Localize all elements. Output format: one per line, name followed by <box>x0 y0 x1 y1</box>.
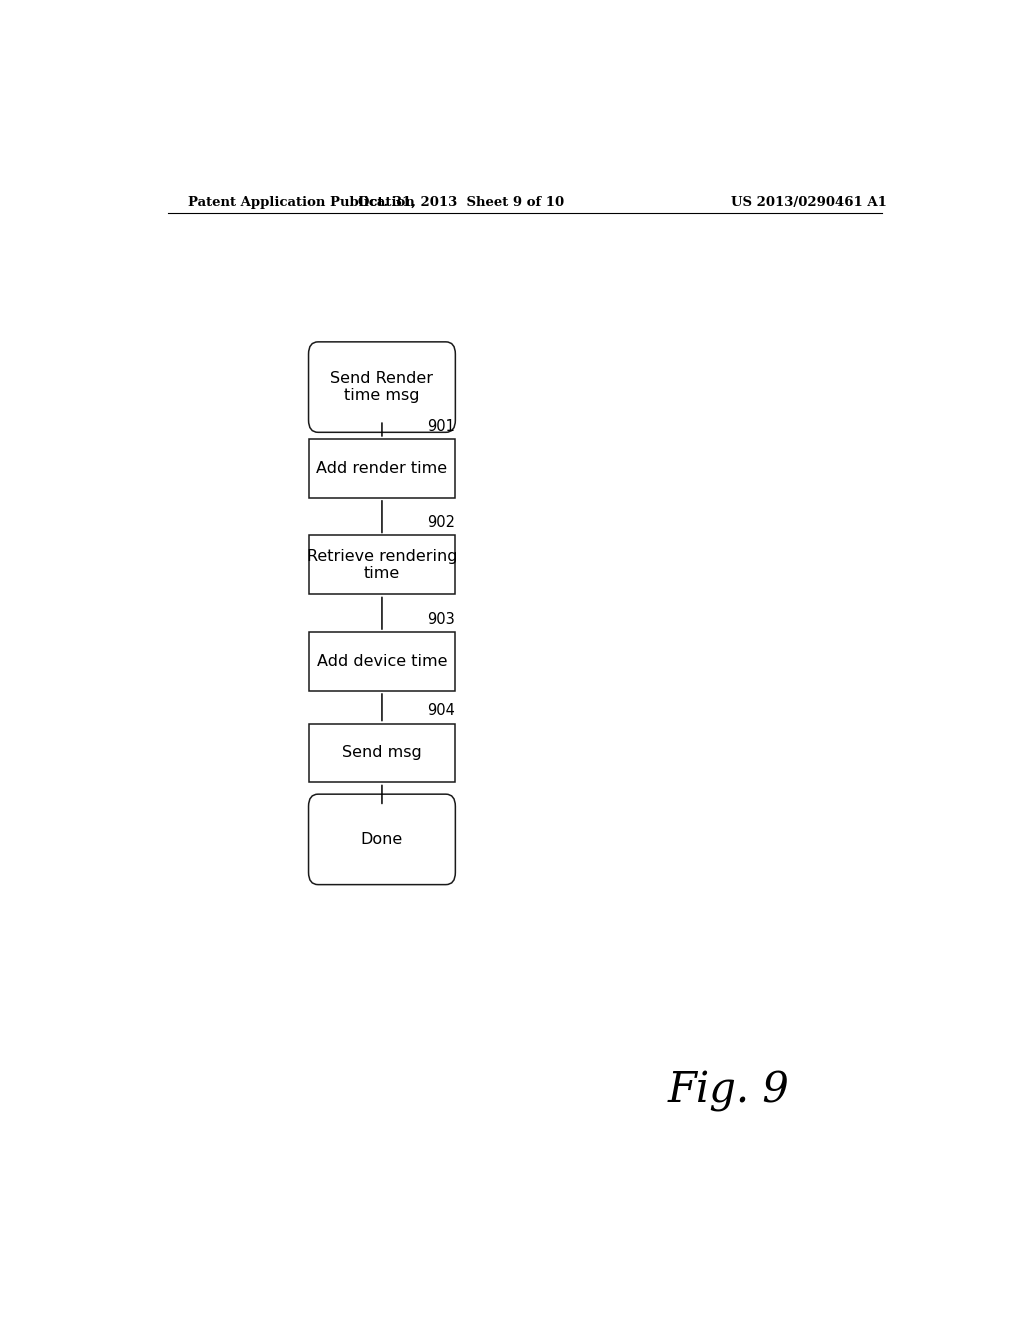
FancyBboxPatch shape <box>308 536 456 594</box>
Text: Patent Application Publication: Patent Application Publication <box>187 195 415 209</box>
Text: Add render time: Add render time <box>316 461 447 477</box>
Text: Done: Done <box>360 832 403 847</box>
FancyBboxPatch shape <box>308 795 456 884</box>
FancyBboxPatch shape <box>308 440 456 498</box>
Text: Fig. 9: Fig. 9 <box>668 1071 790 1113</box>
Text: 903: 903 <box>428 612 456 627</box>
FancyBboxPatch shape <box>308 723 456 783</box>
Text: Send Render
time msg: Send Render time msg <box>331 371 433 404</box>
Text: Oct. 31, 2013  Sheet 9 of 10: Oct. 31, 2013 Sheet 9 of 10 <box>358 195 564 209</box>
Text: Retrieve rendering
time: Retrieve rendering time <box>307 549 457 581</box>
Text: US 2013/0290461 A1: US 2013/0290461 A1 <box>731 195 887 209</box>
FancyBboxPatch shape <box>308 632 456 690</box>
Text: 904: 904 <box>427 704 456 718</box>
Text: Add device time: Add device time <box>316 653 447 669</box>
Text: 902: 902 <box>427 515 456 531</box>
FancyBboxPatch shape <box>308 342 456 433</box>
Text: Send msg: Send msg <box>342 746 422 760</box>
Text: 901: 901 <box>427 418 456 434</box>
